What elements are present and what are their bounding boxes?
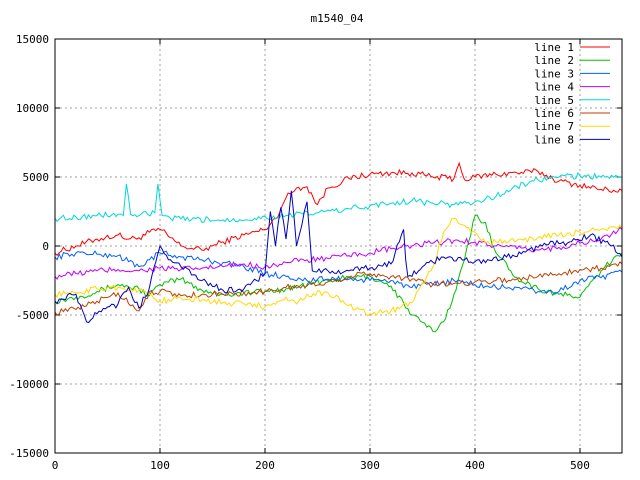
legend-label: line 3: [534, 67, 574, 80]
y-tick-label: -5000: [16, 309, 49, 322]
legend-label: line 1: [534, 41, 574, 54]
x-tick-label: 100: [150, 459, 170, 472]
axis-ticks: 0 100 200 300 400 500 -15000 -10000 -5000 0 5000 10…: [9, 33, 622, 472]
legend-label: line 8: [534, 133, 574, 146]
x-tick-label: 500: [570, 459, 590, 472]
x-tick-label: 200: [255, 459, 275, 472]
legend-label: line 7: [534, 120, 574, 133]
series-line-5: [54, 171, 623, 223]
y-tick-label: 10000: [16, 102, 49, 115]
legend-label: line 4: [534, 81, 574, 94]
series-line-8: [54, 190, 623, 324]
series-line-6: [54, 261, 623, 316]
series-line-7: [54, 217, 623, 317]
y-tick-label: 15000: [16, 33, 49, 46]
series-line-1: [54, 161, 623, 257]
x-tick-label: 300: [360, 459, 380, 472]
x-tick-label: 400: [465, 459, 485, 472]
x-tick-label: 0: [52, 459, 59, 472]
series-line-2: [54, 214, 623, 333]
y-tick-label: -10000: [9, 378, 49, 391]
legend-label: line 5: [534, 94, 574, 107]
series-lines: [54, 161, 623, 333]
y-tick-label: 5000: [23, 171, 50, 184]
plot-frame: [54, 38, 623, 454]
y-tick-label: 0: [42, 240, 49, 253]
legend-label: line 6: [534, 107, 574, 120]
series-line-3: [54, 250, 623, 295]
legend-label: line 2: [534, 54, 574, 67]
chart-title: m1540_04: [311, 12, 364, 25]
y-tick-label: -15000: [9, 447, 49, 460]
